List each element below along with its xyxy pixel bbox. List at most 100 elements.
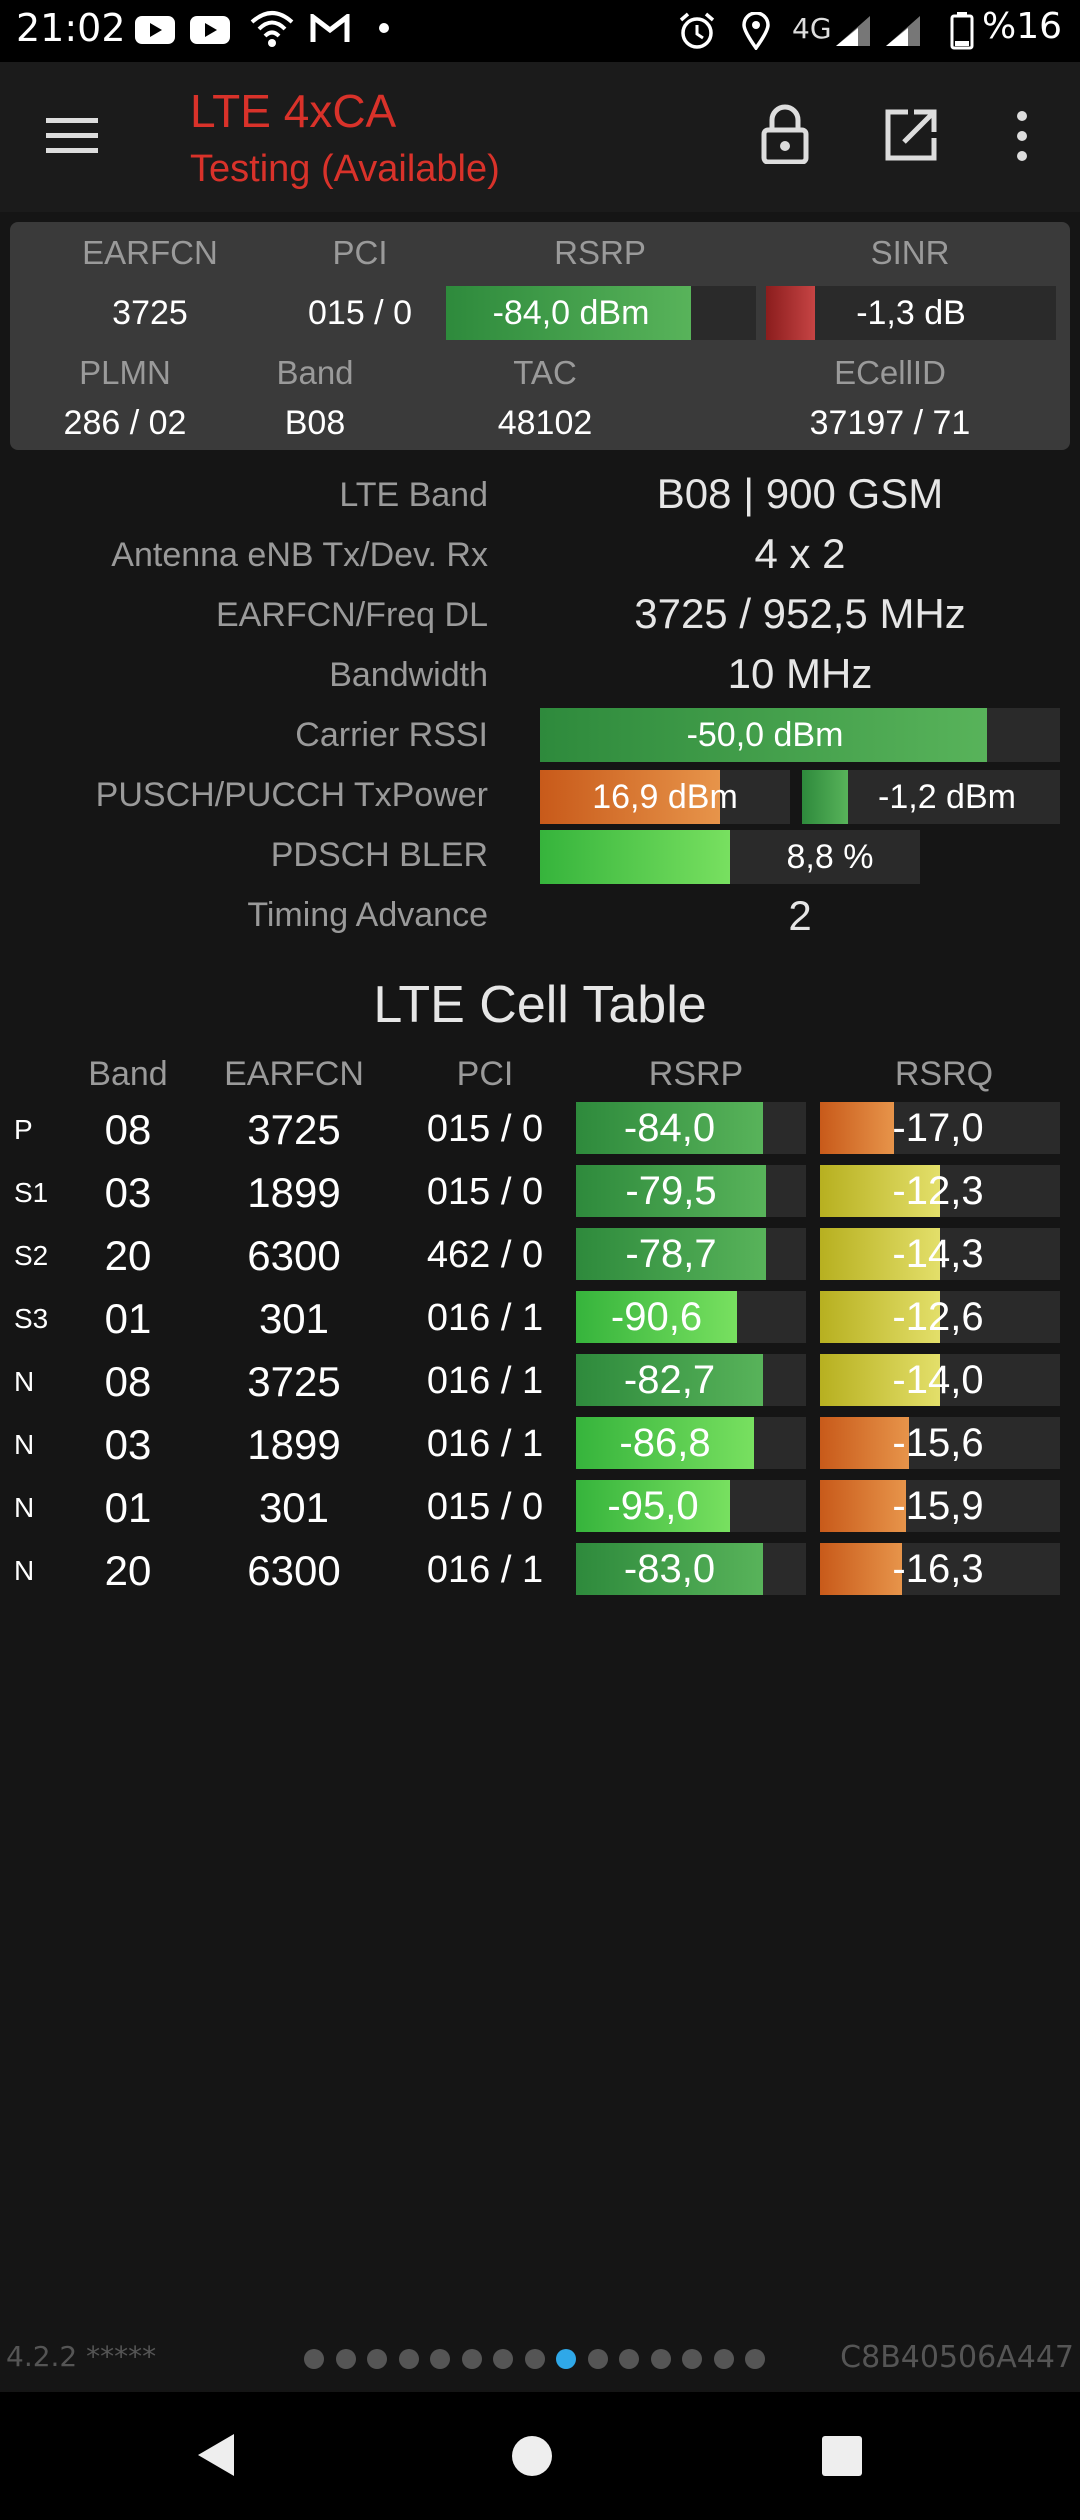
- cell-pci: 016 / 1: [426, 1297, 544, 1339]
- location-icon: [742, 12, 770, 50]
- app-bar: [0, 62, 1080, 212]
- pusch-bar: 16,9 dBm: [540, 770, 790, 824]
- cell-rsrp-bar: -83,0: [576, 1543, 806, 1595]
- cell-rsrq-bar: -15,6: [820, 1417, 1060, 1469]
- cell-rsrp-value: -83,0: [623, 1547, 716, 1591]
- cell-earfcn: 6300: [247, 1547, 341, 1594]
- page-dot[interactable]: [367, 2349, 387, 2369]
- band-value: B08: [284, 404, 346, 442]
- pucch-value: -1,2 dBm: [878, 778, 1016, 816]
- cell-rsrp-fill: [576, 1480, 730, 1532]
- signal-icon: [836, 16, 870, 46]
- gmail-icon: [310, 14, 350, 42]
- pusch-bar-fill: [540, 770, 720, 824]
- pucch-bar-fill: [802, 770, 848, 824]
- page-dot[interactable]: [461, 2349, 482, 2369]
- cell-rsrp-bar: -79,5: [576, 1165, 806, 1217]
- cell-band: 08: [104, 1106, 152, 1153]
- col-band-header: Band: [88, 1055, 168, 1093]
- page-dot[interactable]: [713, 2349, 734, 2369]
- cell-rsrq-fill: [820, 1417, 909, 1469]
- ecellid-header: ECellID: [834, 354, 946, 391]
- cell-rsrq-fill: [820, 1165, 940, 1217]
- back-icon[interactable]: [196, 2432, 236, 2478]
- cell-type: S2: [14, 1240, 49, 1271]
- cell-rsrq-fill: [820, 1480, 906, 1532]
- earfcn-freq-value: 3725 / 952,5 MHz: [634, 590, 966, 637]
- cell-type: S1: [14, 1177, 49, 1208]
- page-dot[interactable]: [587, 2349, 608, 2369]
- page-dot[interactable]: [650, 2349, 671, 2369]
- rsrp-bar: -84,0 dBm: [446, 286, 756, 340]
- cell-rsrq-value: -14,0: [892, 1358, 984, 1402]
- page-dot[interactable]: [682, 2349, 702, 2369]
- ecellid-value: 37197 / 71: [809, 404, 971, 442]
- youtube-icon: [135, 16, 175, 44]
- home-icon[interactable]: [510, 2434, 554, 2478]
- cell-pci: 015 / 0: [426, 1108, 544, 1150]
- cell-rsrq-bar: -17,0: [820, 1102, 1060, 1154]
- timing-value: 2: [788, 892, 812, 939]
- bler-bar-fill: [540, 830, 730, 884]
- more-vert-icon[interactable]: [1014, 110, 1030, 162]
- txpower-label: PUSCH/PUCCH TxPower: [95, 776, 488, 814]
- cell-type: S3: [14, 1303, 49, 1334]
- page-dot[interactable]: [524, 2349, 545, 2369]
- cell-rsrp-fill: [576, 1165, 766, 1217]
- rssi-bar: -50,0 dBm: [540, 708, 1060, 762]
- lock-icon[interactable]: [760, 104, 810, 164]
- cell-rsrp-bar: -82,7: [576, 1354, 806, 1406]
- cell-pci: 015 / 0: [426, 1171, 544, 1213]
- cell-rsrq-fill: [820, 1354, 940, 1406]
- rsrp-header: RSRP: [554, 234, 646, 271]
- cell-rsrp-fill: [576, 1228, 766, 1280]
- cell-pci: 016 / 1: [426, 1423, 544, 1465]
- lte-band-label: LTE Band: [339, 476, 488, 514]
- cell-band: 03: [104, 1169, 152, 1216]
- cell-rsrq-value: -12,6: [892, 1295, 984, 1339]
- antenna-label: Antenna eNB Tx/Dev. Rx: [111, 536, 488, 574]
- bler-value: 8,8 %: [786, 838, 874, 876]
- cell-band: 01: [104, 1484, 152, 1531]
- page-dot-active[interactable]: [556, 2349, 576, 2369]
- recents-icon[interactable]: [822, 2436, 862, 2476]
- cell-rsrq-value: -15,9: [892, 1484, 984, 1528]
- page-dot[interactable]: [430, 2349, 450, 2369]
- col-rsrp-header: RSRP: [648, 1055, 744, 1093]
- bandwidth-label: Bandwidth: [329, 656, 488, 694]
- open-external-icon[interactable]: [884, 108, 938, 162]
- page-dot[interactable]: [304, 2349, 324, 2369]
- battery-percent: %16: [982, 6, 1063, 47]
- pci-header: PCI: [332, 234, 388, 271]
- cell-pci: 015 / 0: [426, 1486, 544, 1528]
- cell-rsrq-bar: -12,6: [820, 1291, 1060, 1343]
- status-bar: [0, 0, 1080, 62]
- col-rsrq-header: RSRQ: [894, 1055, 994, 1093]
- page-dot[interactable]: [335, 2349, 356, 2369]
- cell-rsrp-bar: -95,0: [576, 1480, 806, 1532]
- cell-earfcn: 3725: [247, 1358, 341, 1405]
- app-title: LTE 4xCA: [190, 85, 397, 137]
- cell-type: P: [14, 1114, 33, 1145]
- page-dot[interactable]: [493, 2349, 513, 2369]
- cell-rsrp-value: -78,7: [625, 1232, 717, 1276]
- cell-earfcn: 6300: [247, 1232, 341, 1279]
- cell-band: 01: [104, 1295, 152, 1342]
- cell-type: N: [14, 1366, 35, 1397]
- cell-type: N: [14, 1492, 35, 1523]
- cell-band: 20: [104, 1232, 152, 1279]
- page-dot[interactable]: [398, 2349, 419, 2369]
- cell-rsrq-value: -17,0: [892, 1106, 984, 1150]
- page-dot[interactable]: [745, 2349, 765, 2369]
- cell-rsrp-bar: -90,6: [576, 1291, 806, 1343]
- antenna-value: 4 x 2: [754, 530, 846, 577]
- page-dot[interactable]: [619, 2349, 639, 2369]
- col-earfcn-header: EARFCN: [224, 1055, 364, 1093]
- cell-rsrp-fill: [576, 1543, 763, 1595]
- cell-earfcn: 301: [258, 1295, 330, 1342]
- menu-icon[interactable]: [46, 116, 100, 156]
- cell-rsrq-value: -14,3: [892, 1232, 984, 1276]
- cell-rsrp-fill: [576, 1291, 737, 1343]
- cell-earfcn: 3725: [247, 1106, 341, 1153]
- bler-label: PDSCH BLER: [270, 836, 488, 874]
